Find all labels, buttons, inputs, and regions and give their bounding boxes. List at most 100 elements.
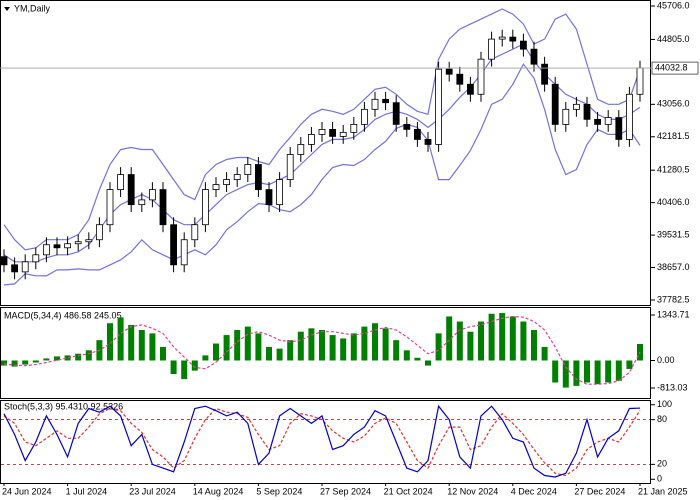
- y-tick-label: 42181.5: [657, 131, 690, 141]
- macd-bar: [181, 360, 188, 380]
- candle-body: [445, 68, 453, 75]
- macd-bar: [615, 360, 622, 381]
- symbol-icon: [4, 7, 10, 11]
- price-panel: [0, 0, 651, 306]
- candle-body: [85, 239, 93, 243]
- macd-bar: [414, 357, 421, 361]
- candle-body: [96, 224, 103, 241]
- macd-bar: [499, 313, 506, 361]
- symbol-title: YM,Daily: [14, 3, 51, 13]
- candle-body: [307, 134, 315, 145]
- candle-body: [360, 108, 368, 125]
- candle-body: [180, 239, 188, 266]
- macd-bar: [584, 360, 590, 383]
- candle-body: [170, 224, 178, 266]
- candle-body: [435, 68, 443, 145]
- candle-body: [477, 58, 485, 95]
- candle-body: [636, 67, 644, 95]
- macd-bar: [393, 340, 400, 361]
- macd-title: MACD(5,34,4) 486.58 245.05: [4, 310, 122, 320]
- candle-body: [117, 174, 124, 190]
- macd-bar: [191, 360, 198, 371]
- macd-bar: [244, 326, 251, 361]
- candle-body: [32, 254, 40, 263]
- y-tick-label: 41280.5: [657, 165, 690, 175]
- candle-body: [127, 174, 135, 206]
- candle-body: [233, 174, 241, 180]
- macd-bar: [276, 348, 283, 361]
- candle-body: [0, 256, 8, 266]
- candle-body: [64, 243, 71, 249]
- x-tick-label: 27 Sep 2024: [320, 486, 371, 496]
- macd-bar: [43, 358, 50, 361]
- x-tick-label: 1 Jul 2024: [66, 486, 108, 496]
- macd-bar: [478, 321, 484, 361]
- candle-body: [53, 244, 61, 249]
- macd-bar: [605, 360, 612, 383]
- candle-body: [286, 154, 294, 180]
- candle-body: [604, 117, 612, 125]
- candle-body: [74, 241, 82, 245]
- macd-bar: [11, 360, 18, 367]
- macd-bar: [54, 356, 60, 361]
- macd-bar: [255, 333, 262, 361]
- candle-body: [212, 184, 220, 190]
- candle-body: [573, 103, 580, 110]
- macd-signal: [3, 315, 641, 385]
- macd-bar: [488, 313, 495, 361]
- candle-body: [466, 83, 474, 95]
- candle-body: [626, 93, 633, 140]
- macd-bar: [520, 321, 527, 361]
- macd-bar: [138, 330, 145, 361]
- x-tick-label: 5 Sep 2024: [256, 486, 302, 496]
- macd-bar: [573, 360, 580, 386]
- macd-bar: [32, 360, 39, 363]
- candle-body: [371, 98, 379, 110]
- macd-bar: [382, 328, 389, 361]
- macd-bar: [531, 330, 537, 361]
- candle-body: [138, 199, 146, 206]
- macd-bar: [435, 333, 442, 361]
- candle-body: [509, 36, 517, 42]
- macd-bar: [308, 328, 315, 361]
- macd-bar: [456, 321, 463, 361]
- candle-body: [265, 189, 273, 206]
- candle-body: [530, 48, 538, 65]
- y-tick-label: -813.03: [657, 382, 688, 392]
- candle-body: [498, 36, 506, 40]
- x-tick-label: 4 Dec 2024: [511, 486, 557, 496]
- y-tick-label: 40406.0: [657, 197, 690, 207]
- candle-body: [382, 98, 390, 104]
- macd-bar: [266, 346, 272, 361]
- x-tick-label: 12 Nov 2024: [447, 486, 498, 496]
- y-tick-label: 0: [657, 474, 662, 484]
- candle-body: [424, 139, 432, 145]
- macd-bar: [223, 335, 230, 361]
- macd-bar: [64, 355, 71, 361]
- macd-bar: [403, 350, 410, 361]
- y-tick-label: 37782.5: [657, 294, 690, 304]
- macd-bar: [372, 323, 378, 361]
- macd-bar: [541, 346, 548, 361]
- y-tick-label: 100: [657, 399, 672, 409]
- macd-bar: [149, 333, 156, 361]
- macd-bar: [117, 317, 124, 361]
- candle-body: [551, 83, 559, 125]
- macd-bar: [425, 360, 431, 366]
- macd-panel: [0, 307, 651, 399]
- macd-bar: [361, 326, 368, 361]
- candle-body: [350, 123, 358, 133]
- candle-body: [11, 264, 19, 273]
- candle-body: [191, 224, 199, 241]
- x-tick-label: 14 Aug 2024: [193, 486, 244, 496]
- y-tick-label: 20: [657, 459, 667, 469]
- candle-body: [583, 103, 591, 120]
- candle-body: [392, 102, 400, 125]
- candle-body: [403, 123, 411, 130]
- macd-bar: [467, 331, 474, 361]
- price-tag: [651, 61, 699, 75]
- y-tick-label: 38657.0: [657, 262, 690, 272]
- candle-body: [148, 189, 156, 201]
- candle-body: [562, 108, 570, 125]
